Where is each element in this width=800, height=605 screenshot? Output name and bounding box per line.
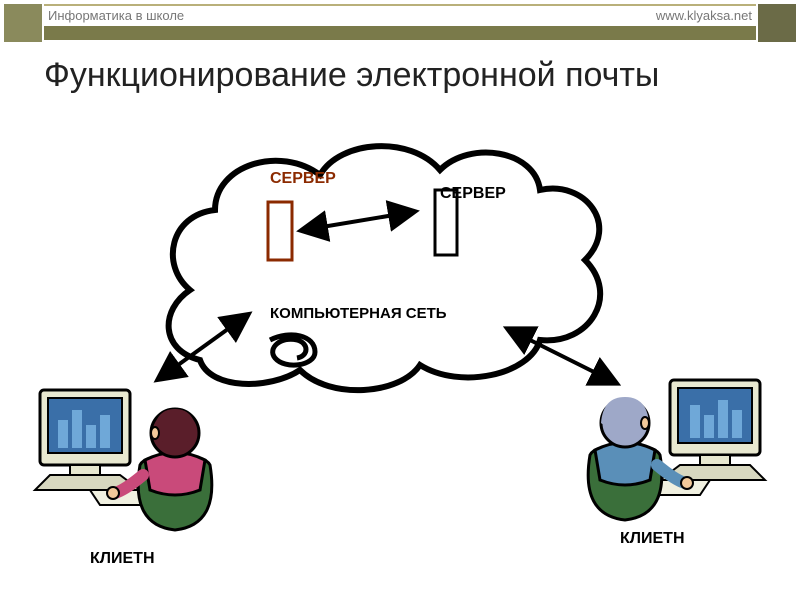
server-label-1: СЕРВЕР [270,170,336,188]
header-bar: Информатика в школе www.klyaksa.net [44,4,756,24]
header-right-text: www.klyaksa.net [656,8,752,23]
client-label-2: КЛИЕТН [620,530,685,548]
client-right [588,380,765,520]
client-left [35,390,212,530]
network-label: КОМПЬЮТЕРНАЯ СЕТЬ [270,305,447,322]
header-accent-bar [44,26,756,40]
header-square-right [758,4,796,42]
header-left-text: Информатика в школе [48,8,184,23]
cloud-shape [169,146,601,390]
email-diagram: СЕРВЕР СЕРВЕР КОМПЬЮТЕРНАЯ СЕТЬ КЛИЕТН К… [0,130,800,600]
client-label-1: КЛИЕТН [90,550,155,568]
server-label-2: СЕРВЕР [440,185,506,203]
header-square-left [4,4,42,42]
page-title: Функционирование электронной почты [44,54,659,97]
